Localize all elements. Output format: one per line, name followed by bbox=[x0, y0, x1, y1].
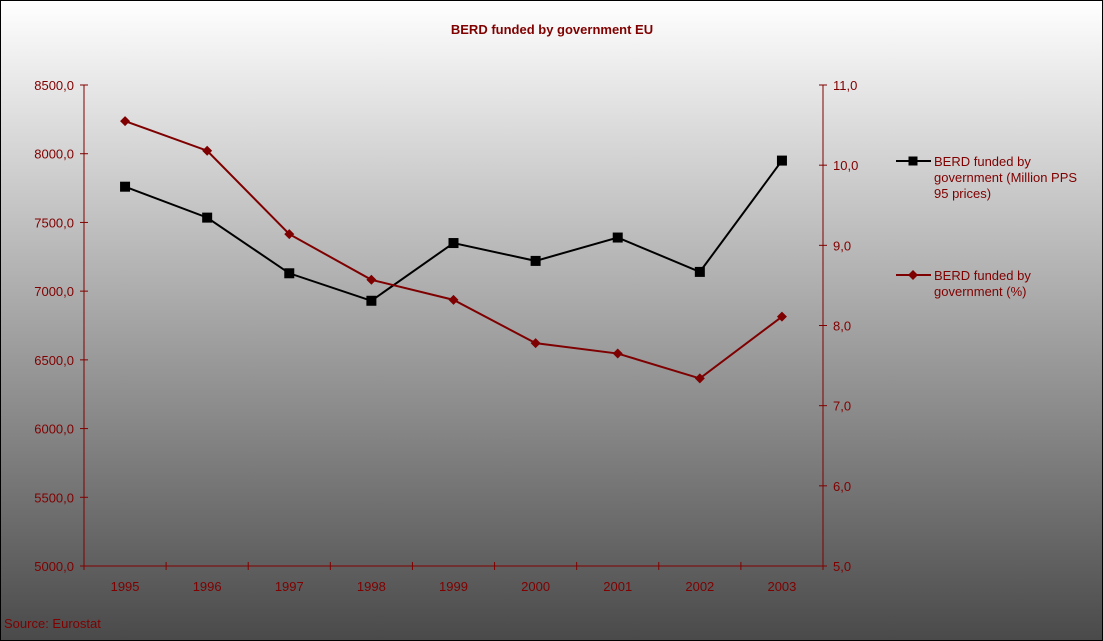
right-axis-tick-label: 5,0 bbox=[833, 559, 851, 574]
data-point bbox=[530, 255, 541, 266]
right-axis-tick-label: 10,0 bbox=[833, 158, 858, 173]
axes-layer: 5000,0 5500,0 6000,0 6500,0 7000,0 7500,0 8000… bbox=[34, 78, 858, 594]
left-axis-tick-label: 7000,0 bbox=[34, 284, 74, 299]
data-point bbox=[120, 116, 131, 127]
legend-marker bbox=[908, 270, 918, 280]
left-axis-tick-label: 6000,0 bbox=[34, 422, 74, 437]
data-point bbox=[366, 295, 377, 306]
data-point bbox=[120, 181, 131, 192]
data-point bbox=[776, 155, 787, 166]
legend-label: BERD funded by bbox=[934, 154, 1031, 169]
x-axis-tick-label: 2000 bbox=[521, 579, 550, 594]
left-axis-tick-label: 5000,0 bbox=[34, 559, 74, 574]
x-axis-tick-label: 2001 bbox=[603, 579, 632, 594]
right-axis-tick-label: 7,0 bbox=[833, 399, 851, 414]
legend-label: BERD funded by bbox=[934, 268, 1031, 283]
data-point bbox=[366, 274, 377, 285]
source-note: Source: Eurostat bbox=[4, 616, 101, 631]
x-axis-tick-label: 1997 bbox=[275, 579, 304, 594]
left-axis-tick-label: 6500,0 bbox=[34, 353, 74, 368]
data-point bbox=[694, 373, 705, 384]
series-layer bbox=[120, 116, 787, 384]
data-point bbox=[694, 266, 705, 277]
legend-label: 95 prices) bbox=[934, 186, 991, 201]
x-axis-tick-label: 2003 bbox=[767, 579, 796, 594]
right-axis-tick-label: 9,0 bbox=[833, 238, 851, 253]
chart-title: BERD funded by government EU bbox=[451, 22, 653, 37]
left-axis-tick-label: 8500,0 bbox=[34, 78, 74, 93]
data-point bbox=[284, 229, 295, 240]
data-point bbox=[202, 212, 213, 223]
data-point bbox=[530, 338, 541, 349]
x-axis-tick-label: 1999 bbox=[439, 579, 468, 594]
x-axis-tick-label: 1996 bbox=[193, 579, 222, 594]
x-axis-tick-label: 1998 bbox=[357, 579, 386, 594]
data-point bbox=[776, 311, 787, 322]
legend-label: government (Million PPS bbox=[934, 170, 1077, 185]
data-point bbox=[448, 238, 459, 249]
legend-label: government (%) bbox=[934, 284, 1026, 299]
left-axis-tick-label: 5500,0 bbox=[34, 490, 74, 505]
left-axis-tick-label: 7500,0 bbox=[34, 215, 74, 230]
data-point bbox=[612, 348, 623, 359]
data-point bbox=[202, 145, 213, 156]
x-axis-tick-label: 1995 bbox=[111, 579, 140, 594]
right-axis-tick-label: 8,0 bbox=[833, 319, 851, 334]
left-axis-tick-label: 8000,0 bbox=[34, 147, 74, 162]
data-point bbox=[284, 268, 295, 279]
x-axis-tick-label: 2002 bbox=[685, 579, 714, 594]
legend-marker bbox=[908, 156, 918, 166]
series-1 bbox=[120, 155, 787, 306]
data-point bbox=[448, 294, 459, 305]
right-axis-tick-label: 11,0 bbox=[833, 78, 857, 93]
right-axis-tick-label: 6,0 bbox=[833, 479, 851, 494]
series-2 bbox=[120, 116, 787, 384]
data-point bbox=[612, 232, 623, 243]
